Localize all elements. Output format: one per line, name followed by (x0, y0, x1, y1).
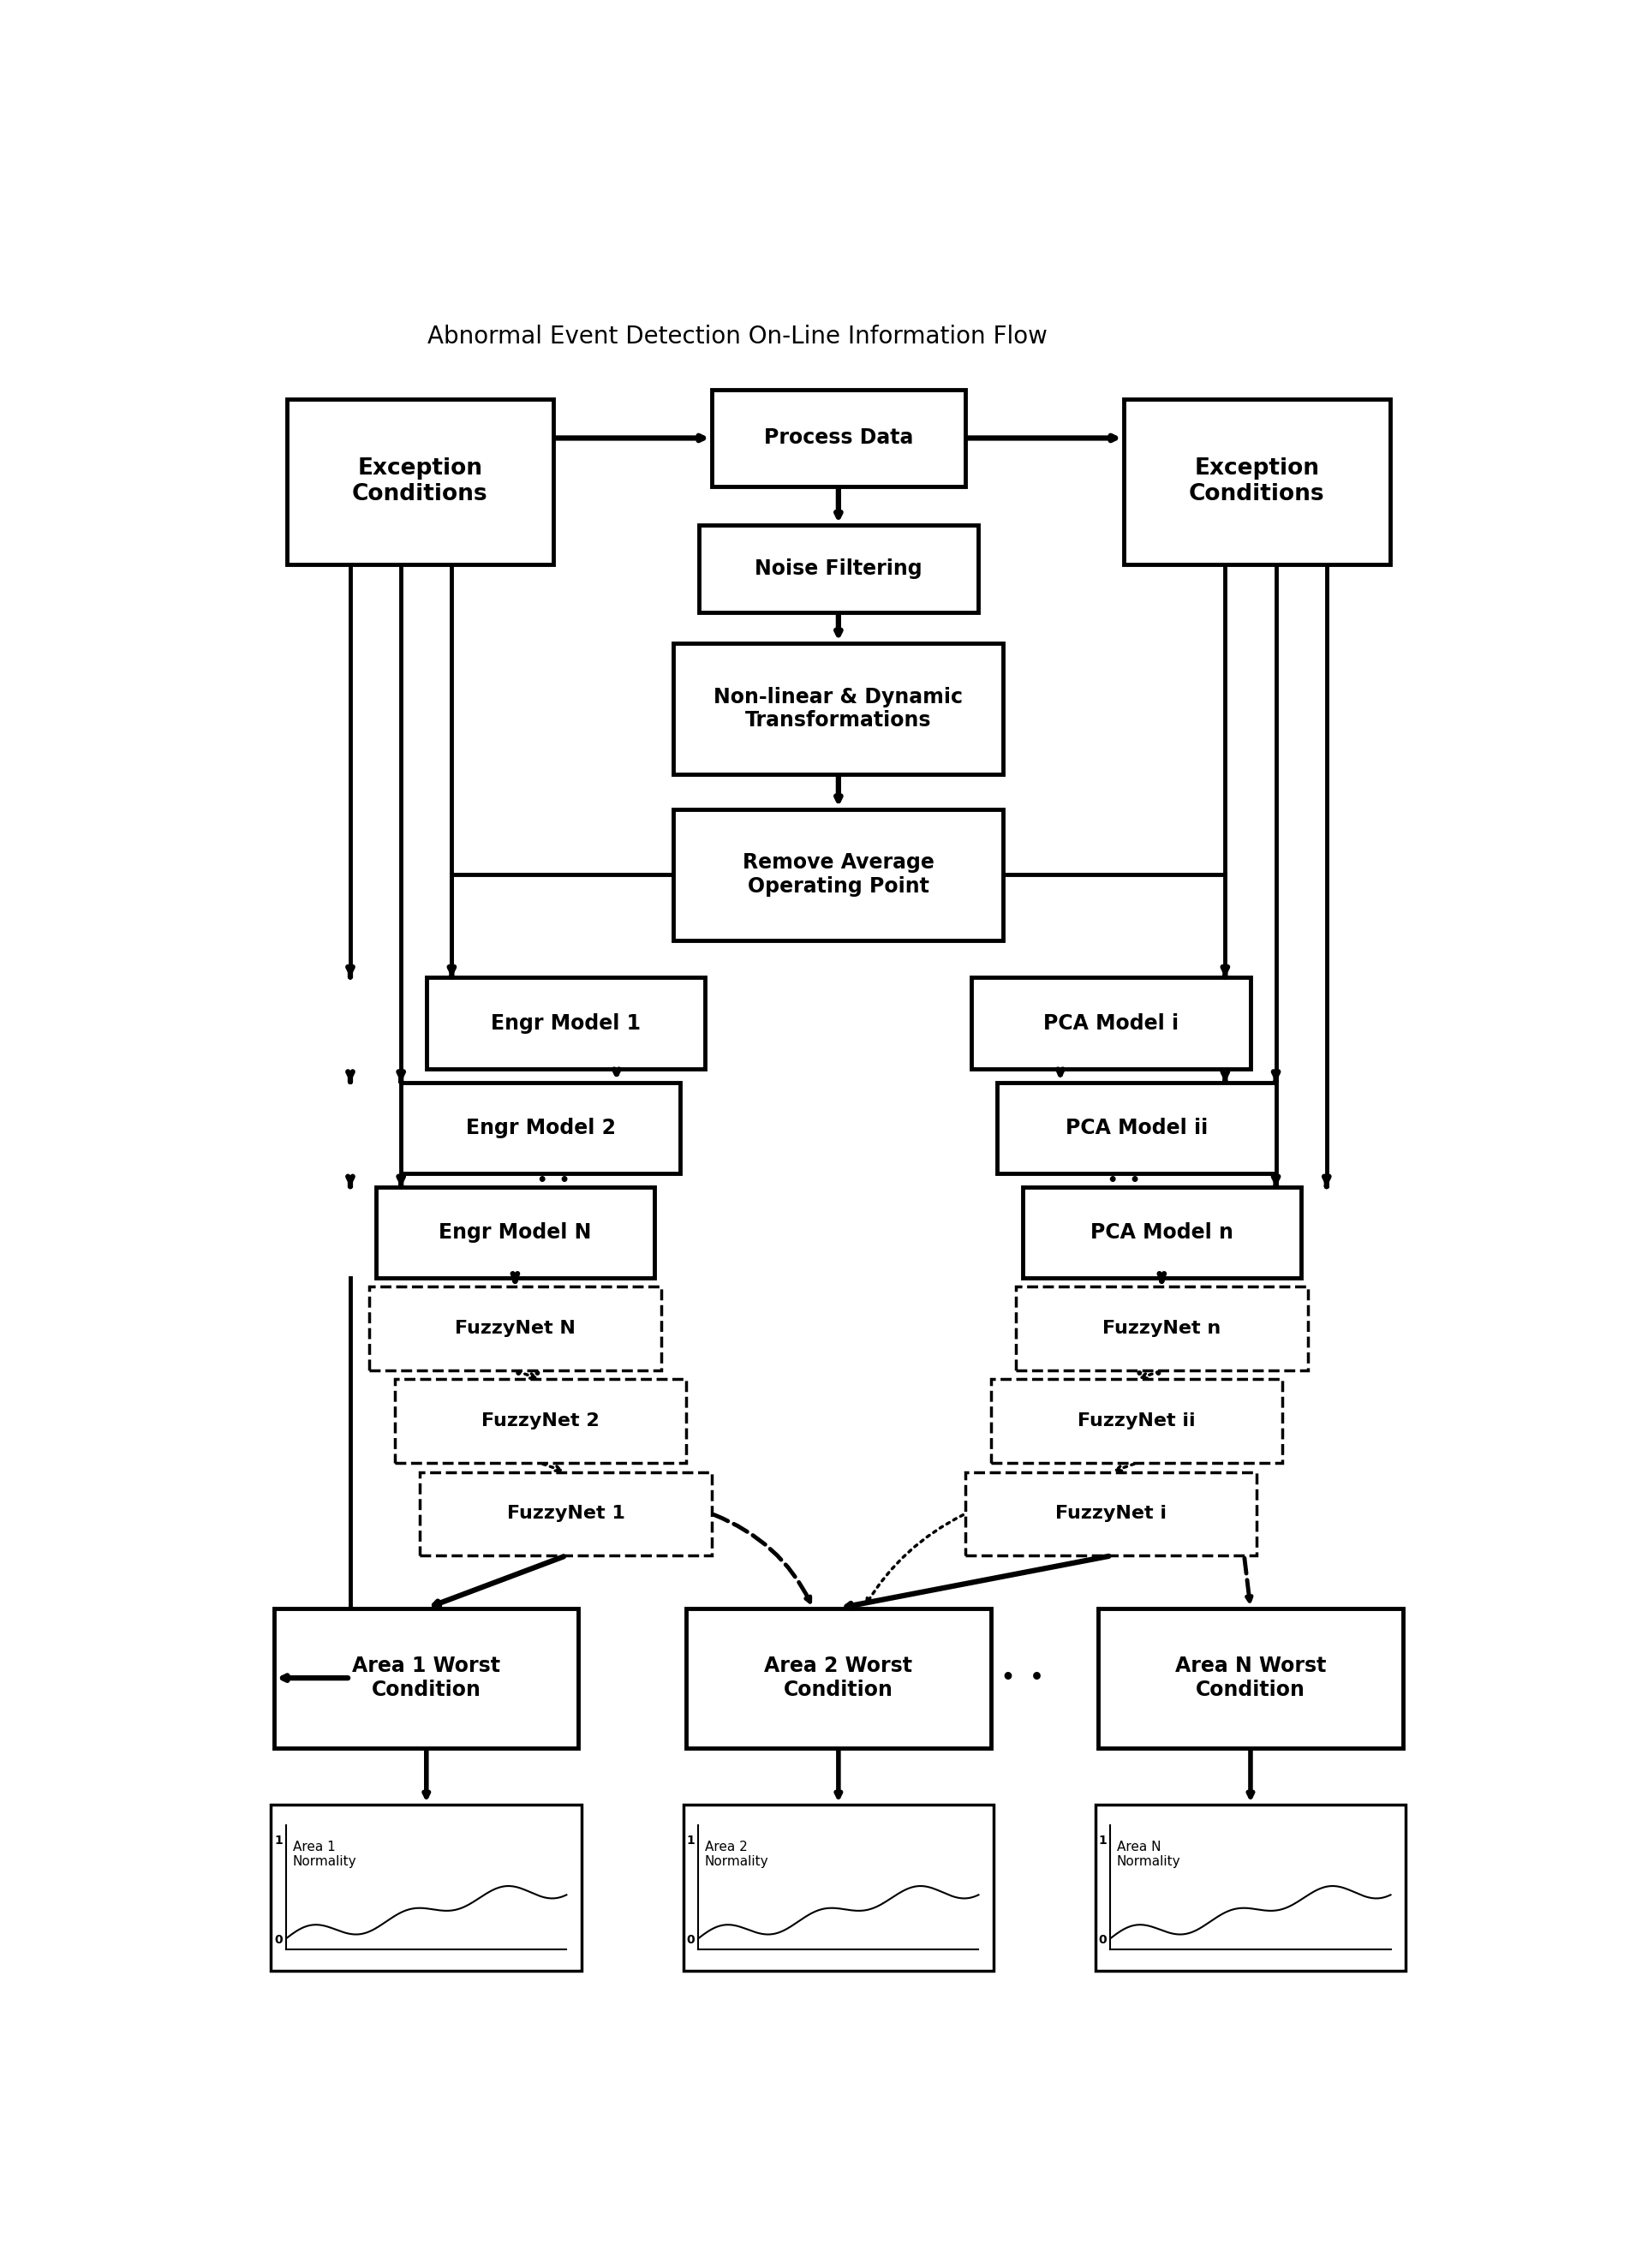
Text: •  •: • • (537, 1173, 569, 1188)
Bar (699, 526, 978, 612)
Text: 0: 0 (1098, 1935, 1106, 1946)
Text: Exception
Conditions: Exception Conditions (1189, 458, 1325, 506)
Text: FuzzyNet 1: FuzzyNet 1 (507, 1506, 625, 1522)
Text: FuzzyNet N: FuzzyNet N (455, 1320, 576, 1338)
Text: Area N Worst
Condition: Area N Worst Condition (1175, 1656, 1327, 1701)
Text: FuzzyNet 2: FuzzyNet 2 (481, 1413, 599, 1429)
Bar (1098, 1608, 1402, 1749)
Text: •  •: • • (1135, 1368, 1163, 1383)
Bar (972, 978, 1250, 1068)
Bar (1016, 1286, 1307, 1370)
Bar (394, 1379, 687, 1463)
Bar (376, 1186, 654, 1279)
Bar (965, 1472, 1256, 1556)
Text: Engr Model N: Engr Model N (438, 1222, 592, 1243)
Bar (272, 1805, 582, 1971)
Bar (674, 644, 1003, 773)
Bar (420, 1472, 712, 1556)
Text: FuzzyNet ii: FuzzyNet ii (1078, 1413, 1196, 1429)
Bar (1022, 1186, 1301, 1279)
Text: Area 1
Normality: Area 1 Normality (293, 1839, 357, 1869)
Text: Area 2 Worst
Condition: Area 2 Worst Condition (764, 1656, 913, 1701)
Text: 1: 1 (685, 1835, 695, 1846)
Text: Remove Average
Operating Point: Remove Average Operating Point (743, 853, 934, 896)
Bar (275, 1608, 579, 1749)
Bar (427, 978, 705, 1068)
Bar (1094, 1805, 1405, 1971)
Text: Area 1 Worst
Condition: Area 1 Worst Condition (352, 1656, 501, 1701)
Text: •  •: • • (514, 1368, 542, 1383)
Text: Area N
Normality: Area N Normality (1117, 1839, 1181, 1869)
Bar (996, 1082, 1276, 1173)
Text: 0: 0 (685, 1935, 695, 1946)
Text: Non-linear & Dynamic
Transformations: Non-linear & Dynamic Transformations (713, 687, 964, 730)
Text: Engr Model 2: Engr Model 2 (466, 1118, 615, 1139)
Bar (401, 1082, 681, 1173)
Bar (991, 1379, 1283, 1463)
Text: 0: 0 (275, 1935, 283, 1946)
Text: 1: 1 (275, 1835, 283, 1846)
Text: Abnormal Event Detection On-Line Information Flow: Abnormal Event Detection On-Line Informa… (427, 324, 1047, 349)
Text: •  •: • • (1001, 1667, 1044, 1687)
Text: 1: 1 (1098, 1835, 1106, 1846)
Text: FuzzyNet n: FuzzyNet n (1103, 1320, 1220, 1338)
Text: Engr Model 1: Engr Model 1 (491, 1014, 641, 1034)
Text: Exception
Conditions: Exception Conditions (352, 458, 488, 506)
Text: Noise Filtering: Noise Filtering (754, 558, 923, 578)
Bar (286, 399, 553, 565)
Text: PCA Model i: PCA Model i (1044, 1014, 1180, 1034)
Text: PCA Model n: PCA Model n (1090, 1222, 1234, 1243)
Bar (687, 1608, 991, 1749)
Bar (370, 1286, 661, 1370)
Text: FuzzyNet i: FuzzyNet i (1055, 1506, 1166, 1522)
Text: Process Data: Process Data (764, 429, 913, 449)
Bar (684, 1805, 993, 1971)
Bar (1124, 399, 1391, 565)
Bar (712, 390, 965, 485)
Text: •  •: • • (1108, 1173, 1140, 1188)
Bar (674, 810, 1003, 941)
Text: PCA Model ii: PCA Model ii (1065, 1118, 1207, 1139)
Text: Area 2
Normality: Area 2 Normality (705, 1839, 769, 1869)
